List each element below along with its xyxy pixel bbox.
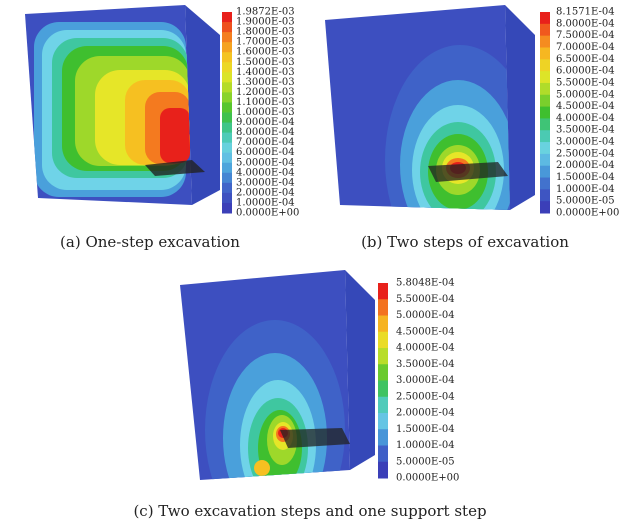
colorbar-band bbox=[222, 32, 232, 43]
colorbar-band bbox=[540, 107, 550, 119]
colorbar-band bbox=[540, 166, 550, 178]
legend-label: 7.5000E-04 bbox=[556, 30, 615, 41]
colorbar-band bbox=[378, 381, 388, 398]
colorbar-band bbox=[378, 462, 388, 479]
legend-label: 8.1571E-04 bbox=[556, 7, 615, 18]
colorbar-band bbox=[222, 133, 232, 144]
colorbar-band bbox=[378, 299, 388, 316]
legend-label: 5.0000E-05 bbox=[556, 196, 615, 207]
colorbar-band bbox=[378, 397, 388, 414]
colorbar-band bbox=[540, 201, 550, 213]
legend-label: 5.0000E-05 bbox=[396, 456, 455, 467]
colorbar-band bbox=[540, 178, 550, 190]
legend-label: 2.0000E-04 bbox=[556, 160, 615, 171]
colorbar-band bbox=[222, 183, 232, 194]
legend-label: 5.0000E-04 bbox=[556, 89, 615, 100]
colorbar-band bbox=[540, 83, 550, 95]
legend-label: 1.5000E-04 bbox=[396, 424, 455, 435]
colorbar-band bbox=[222, 82, 232, 93]
colorbar-band bbox=[222, 92, 232, 103]
colorbar-band bbox=[540, 154, 550, 166]
legend-label: 7.0000E-04 bbox=[556, 42, 615, 53]
colorbar-band bbox=[222, 143, 232, 154]
legend-label: 1.5000E-04 bbox=[556, 172, 615, 183]
legend-label: 2.5000E-04 bbox=[556, 148, 615, 159]
caption: (a) One-step excavation bbox=[60, 233, 240, 251]
colorbar-band bbox=[378, 316, 388, 333]
colorbar-band bbox=[222, 22, 232, 33]
legend-label: 3.5000E-04 bbox=[556, 125, 615, 136]
colorbar-band bbox=[222, 62, 232, 73]
colorbar-band bbox=[378, 413, 388, 430]
colorbar-band bbox=[222, 52, 232, 63]
legend-label: 0.0000E+00 bbox=[556, 208, 619, 219]
legend-label: 6.5000E-04 bbox=[556, 54, 615, 65]
model-a bbox=[20, 0, 220, 215]
colorbar-band bbox=[378, 332, 388, 349]
legend-label: 5.0000E-04 bbox=[396, 310, 455, 321]
legend-label: 8.0000E-04 bbox=[556, 18, 615, 29]
colorbar-band bbox=[222, 12, 232, 23]
colorbar-band bbox=[378, 364, 388, 381]
colorbar-band bbox=[540, 95, 550, 107]
legend-label: 5.5000E-04 bbox=[396, 294, 455, 305]
colorbar-band bbox=[540, 71, 550, 83]
colorbar-band bbox=[378, 446, 388, 463]
legend-label: 3.5000E-04 bbox=[396, 359, 455, 370]
colorbar-band bbox=[222, 173, 232, 184]
caption: (c) Two excavation steps and one support… bbox=[133, 502, 486, 520]
caption: (b) Two steps of excavation bbox=[361, 233, 569, 251]
colorbar-band bbox=[540, 24, 550, 36]
colorbar-band bbox=[222, 113, 232, 124]
legend-label: 3.0000E-04 bbox=[556, 137, 615, 148]
colorbar-band bbox=[540, 12, 550, 24]
colorbar-band bbox=[222, 42, 232, 53]
colorbar-band bbox=[222, 72, 232, 83]
legend-label: 4.0000E-04 bbox=[396, 343, 455, 354]
colorbar-band bbox=[378, 348, 388, 365]
figure: (a) One-step excavation (b) Two steps of… bbox=[0, 0, 621, 525]
legend-label: 3.0000E-04 bbox=[396, 375, 455, 386]
colorbar-band bbox=[378, 283, 388, 300]
legend-label: 0.0000E+00 bbox=[396, 473, 459, 484]
colorbar-band bbox=[540, 130, 550, 142]
colorbar-band bbox=[222, 193, 232, 204]
colorbar-band bbox=[540, 36, 550, 48]
legend-label: 5.5000E-04 bbox=[556, 77, 615, 88]
colorbar-band bbox=[540, 118, 550, 130]
colorbar-band bbox=[222, 123, 232, 134]
colorbar-band bbox=[378, 429, 388, 446]
legend-label: 2.0000E-04 bbox=[396, 408, 455, 419]
colorbar-band bbox=[222, 153, 232, 164]
legend-label: 2.5000E-04 bbox=[396, 391, 455, 402]
colorbar-band bbox=[222, 102, 232, 113]
legend-label: 4.0000E-04 bbox=[556, 113, 615, 124]
page: {"panels": [ {"caption": "(a) One-step e… bbox=[0, 0, 621, 525]
legend-label: 1.0000E-04 bbox=[396, 440, 455, 451]
legend-label: 5.8048E-04 bbox=[396, 278, 455, 289]
colorbar-band bbox=[540, 47, 550, 59]
legend-label: 1.0000E-04 bbox=[556, 184, 615, 195]
colorbar-band bbox=[540, 189, 550, 201]
colorbar-band bbox=[222, 163, 232, 174]
legend-label: 4.5000E-04 bbox=[396, 326, 455, 337]
model-c bbox=[175, 265, 375, 525]
colorbar-band bbox=[540, 142, 550, 154]
colorbar-band bbox=[540, 59, 550, 71]
legend-label: 4.5000E-04 bbox=[556, 101, 615, 112]
legend-label: 0.0000E+00 bbox=[236, 208, 299, 219]
colorbar-band bbox=[222, 203, 232, 214]
legend-label: 6.0000E-04 bbox=[556, 66, 615, 77]
